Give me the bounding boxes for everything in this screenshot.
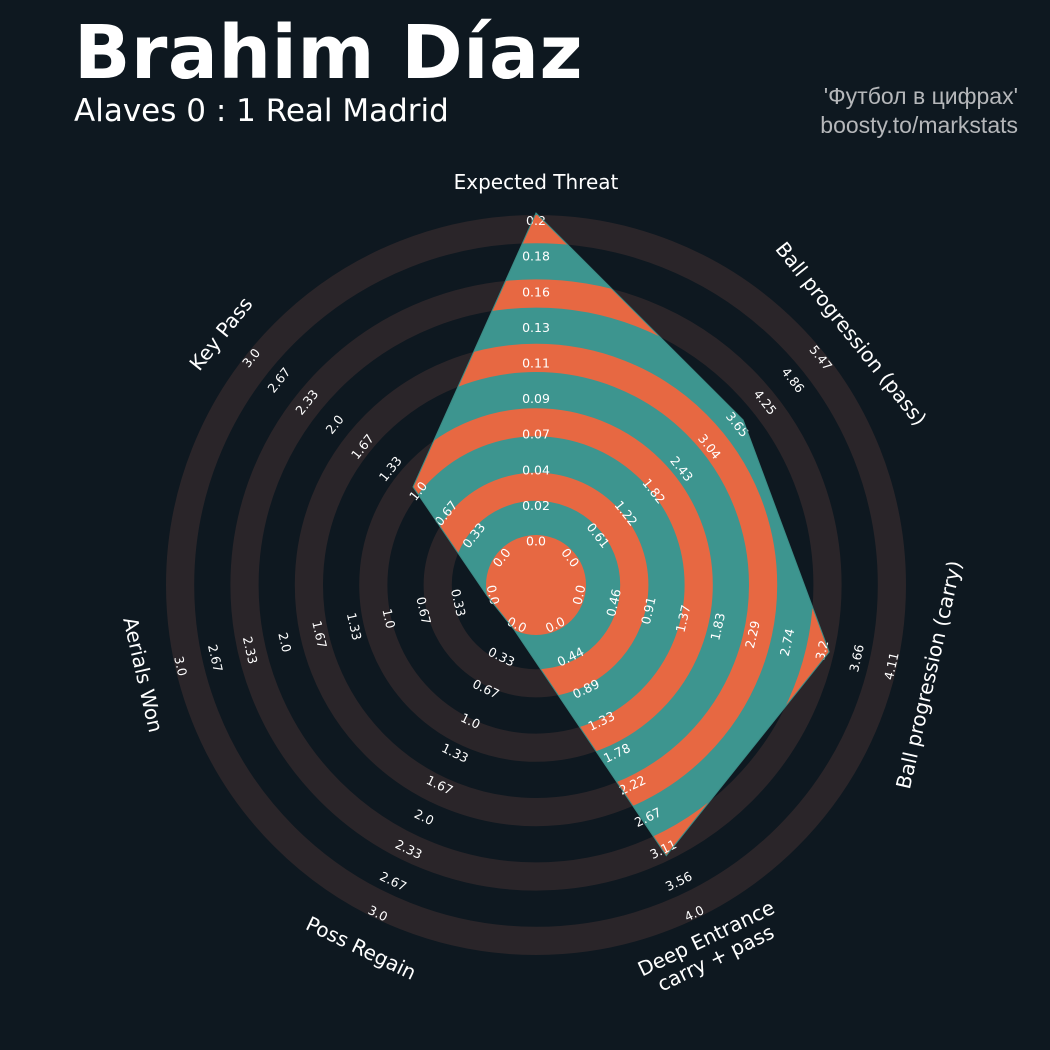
tick-label: 0.18 [522,249,550,264]
tick-label: 2.33 [240,635,261,665]
tick-label: 0.07 [522,427,550,442]
tick-label: 0.33 [448,587,469,617]
match-subtitle: Alaves 0 : 1 Real Madrid [74,93,449,129]
parameter-label-line: Aerials Won [118,615,168,735]
tick-label: 0.02 [522,498,550,513]
tick-label: 2.67 [378,868,410,894]
tick-label: 1.67 [309,619,330,649]
tick-label: 2.0 [275,631,294,654]
tick-label: 2.74 [777,627,798,658]
parameter-label: Expected Threat [454,170,619,194]
parameter-label-line: Expected Threat [454,170,619,194]
tick-label: 0.0 [569,583,588,606]
tick-label: 1.33 [344,611,365,641]
tick-label: 0.09 [522,391,550,406]
tick-label: 0.11 [522,356,550,371]
tick-label: 0.13 [522,320,550,335]
tick-label: 1.83 [707,611,728,641]
credit-line-1: 'Футбол в цифрах' [823,83,1018,109]
player-center-band [486,535,586,635]
tick-label: 0.04 [522,462,550,477]
credit-block: 'Футбол в цифрах' boosty.to/markstats [820,82,1018,140]
tick-label: 3.0 [171,655,190,678]
tick-label: 0.46 [603,587,624,618]
tick-label: 2.0 [323,412,347,437]
tick-label: 0.16 [522,284,550,299]
tick-label: 2.29 [742,619,763,650]
tick-label: 0.0 [484,583,503,606]
tick-label: 3.56 [663,868,695,894]
parameter-label: Aerials Won [118,615,168,735]
player-polygon-outline [412,212,830,857]
tick-label: 4.11 [881,651,902,681]
tick-label: 1.37 [673,603,694,633]
tick-label: 0.67 [413,595,434,625]
tick-label: 2.0 [412,806,436,828]
tick-label: 1.0 [379,607,398,630]
tick-label: 3.66 [846,643,867,674]
tick-label: 0.0 [526,534,546,549]
tick-label: 0.91 [638,595,659,625]
tick-label: 2.67 [205,643,226,673]
player-band [413,215,830,856]
player-name-title: Brahim Díaz [74,10,584,96]
credit-line-2: boosty.to/markstats [820,112,1018,138]
